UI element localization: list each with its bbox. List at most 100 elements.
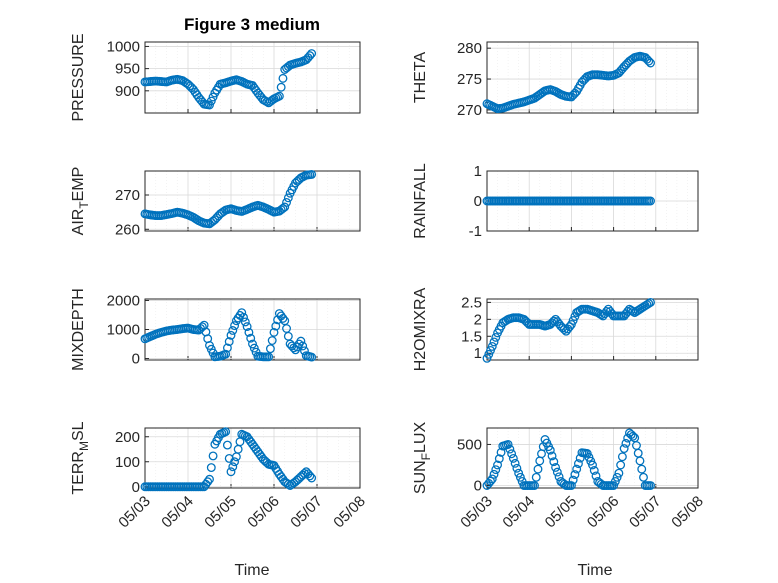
y-tick-label: 260 [115, 221, 140, 238]
data-point [249, 343, 259, 353]
data-point [307, 169, 317, 179]
data-point [644, 299, 654, 308]
data-point [221, 427, 231, 437]
x-tick-label: 05/03 [115, 493, 154, 532]
data-point [205, 474, 214, 484]
data-point [489, 469, 499, 479]
x-tick-label: 05/07 [287, 493, 326, 532]
data-point [206, 463, 216, 473]
data-point [646, 196, 655, 206]
y-axis-label: H2OMIXRA [412, 287, 429, 371]
plot-frame [144, 427, 361, 489]
y-tick-label: 270 [457, 102, 482, 119]
data-point [230, 457, 240, 467]
subplot-sun-flux: 05/03 05/04 05/05 05/06 05/07 05/08 0 500 SUNFLU… [412, 422, 707, 532]
plot-frame [486, 41, 699, 114]
data-point [230, 321, 240, 331]
x-tick-label: 05/05 [542, 493, 581, 532]
y-tick-label: 900 [115, 83, 140, 100]
y-tick-label: 100 [115, 454, 140, 471]
data-point [530, 481, 539, 490]
data-point [228, 326, 238, 335]
data-point [568, 475, 578, 485]
data-point [644, 56, 654, 66]
data-point [533, 464, 543, 474]
plot-frame [144, 170, 361, 232]
y-tick-label: 1 [474, 345, 482, 362]
y-axis-label: SUNFLUX [412, 422, 433, 495]
data-point [244, 327, 254, 337]
y-axis-label: RAINFALL [412, 163, 429, 239]
subplot-theta: 270 275 280 THETA [412, 40, 699, 119]
y-tick-label: 270 [115, 187, 140, 204]
data-point [545, 445, 555, 455]
x-tick-label: 05/07 [626, 493, 665, 532]
data-point [635, 456, 645, 466]
data-point [570, 470, 580, 480]
data-point [283, 193, 293, 203]
y-tick-label: 280 [457, 40, 482, 57]
figure-title: Figure 3 medium [184, 15, 320, 34]
data-point [619, 444, 629, 453]
data-point [547, 451, 557, 461]
data-point [307, 352, 317, 362]
x-tick-label: 05/08 [330, 493, 369, 532]
x-tick-label: 05/04 [499, 493, 538, 532]
data-point [240, 317, 250, 327]
data-point [248, 339, 257, 349]
data-point [269, 327, 279, 337]
data-point [616, 460, 626, 470]
data-point [298, 341, 308, 351]
x-tick-label: 05/06 [584, 493, 623, 532]
data-point [208, 451, 218, 461]
y-tick-label: 2 [474, 311, 482, 328]
data-point [617, 452, 627, 462]
data-point [274, 91, 284, 101]
subplot-air-temp: 260 270 AIRTEMP [70, 167, 361, 238]
x-tick-label: 05/06 [244, 493, 283, 532]
data-point [646, 58, 655, 68]
y-tick-label: 0 [474, 193, 482, 210]
y-tick-label: 0 [474, 478, 482, 495]
y-tick-label: 1000 [107, 322, 140, 339]
subplot-h2omixra: 11.522.5 H2OMIXRA [412, 287, 699, 371]
data-point [300, 468, 309, 478]
data-point [515, 472, 525, 482]
y-tick-label: 500 [457, 436, 482, 453]
x-axis-label-left: Time [235, 562, 270, 579]
x-tick-label: 05/03 [457, 493, 496, 532]
data-point [494, 454, 504, 464]
data-point [265, 344, 275, 354]
data-point [221, 349, 231, 359]
y-tick-label: 2000 [107, 292, 140, 309]
data-point [491, 332, 501, 342]
data-point [206, 96, 216, 106]
y-axis-label: MIXDEPTH [70, 288, 87, 371]
y-axis-label: THETA [412, 52, 429, 104]
x-tick-label: 05/04 [158, 493, 197, 532]
data-point [226, 330, 236, 340]
x-tick-label: 05/05 [201, 493, 240, 532]
plot-frame [486, 298, 699, 361]
data-point [226, 467, 236, 477]
data-point [296, 336, 306, 346]
data-point [271, 321, 281, 331]
plot-frame [144, 298, 361, 361]
data-point [222, 440, 232, 450]
y-axis-label: PRESSURE [70, 33, 87, 121]
data-point [637, 464, 647, 474]
data-point [510, 458, 520, 468]
data-point [264, 352, 274, 362]
x-axis-label-right: Time [578, 562, 613, 579]
data-point [237, 308, 247, 318]
data-point [614, 468, 624, 478]
data-point [305, 471, 315, 481]
data-point [239, 312, 248, 322]
x-tick-label: 05/08 [668, 493, 707, 532]
data-point [646, 481, 655, 490]
data-point [639, 472, 648, 482]
y-axis-label: AIRTEMP [70, 167, 91, 236]
data-point [612, 472, 622, 482]
